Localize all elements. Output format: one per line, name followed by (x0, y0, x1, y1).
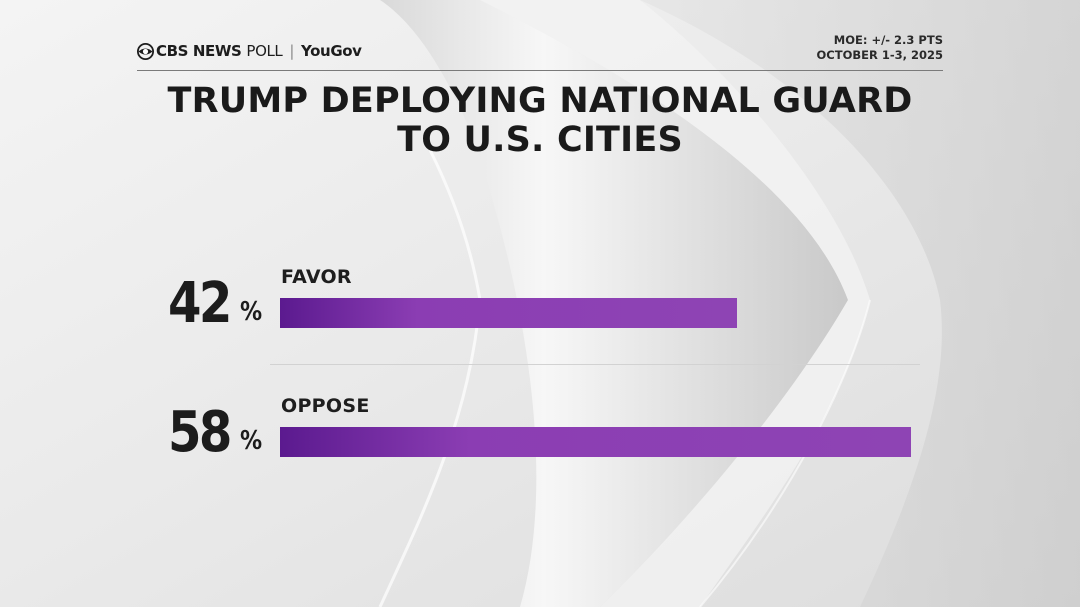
chart-title-line-1: TRUMP DEPLOYING NATIONAL GUARD (167, 81, 913, 121)
poll-meta: MOE: +/- 2.3 PTS OCTOBER 1-3, 2025 (817, 33, 943, 63)
poll-brand: CBS NEWS POLL | YouGov (137, 42, 362, 60)
brand-separator: | (289, 42, 295, 60)
row-divider (270, 364, 920, 365)
chart-title: TRUMP DEPLOYING NATIONAL GUARD TO U.S. C… (140, 82, 940, 160)
value-number-oppose: 58 (168, 400, 232, 465)
poll-dates: OCTOBER 1-3, 2025 (816, 48, 943, 62)
cbs-news-logo-text: CBS NEWS (156, 42, 242, 60)
percent-sign-favor: % (240, 297, 263, 327)
yougov-logo-text: YouGov (301, 42, 362, 60)
cbs-eye-icon (137, 42, 154, 60)
bar-row-oppose: 58% OPPOSE (0, 395, 1080, 475)
percent-sign-oppose: % (240, 426, 263, 456)
value-label-oppose: 58% (168, 400, 273, 465)
bar-oppose (280, 427, 911, 457)
bar-favor (280, 298, 737, 328)
poll-text: POLL (246, 42, 283, 60)
poll-header: CBS NEWS POLL | YouGov MOE: +/- 2.3 PTS … (137, 33, 943, 71)
value-number-favor: 42 (168, 271, 232, 336)
margin-of-error: MOE: +/- 2.3 PTS (833, 33, 943, 47)
category-label-favor: FAVOR (281, 266, 352, 288)
value-label-favor: 42% (168, 271, 273, 336)
bar-row-favor: 42% FAVOR (0, 266, 1080, 346)
category-label-oppose: OPPOSE (281, 395, 370, 417)
chart-title-line-2: TO U.S. CITIES (397, 120, 683, 160)
